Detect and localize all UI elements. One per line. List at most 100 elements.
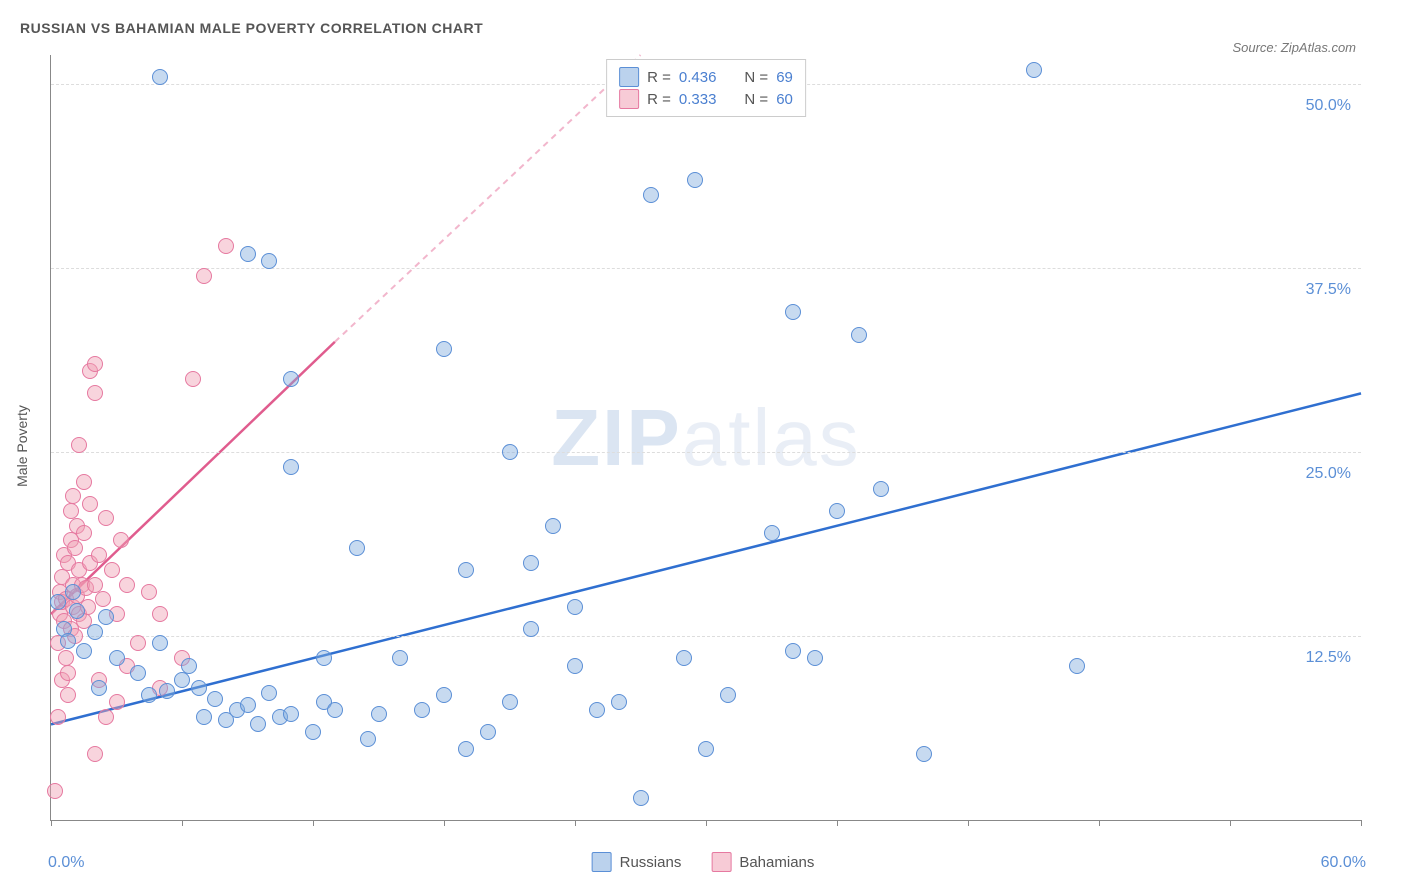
data-point <box>523 555 539 571</box>
data-point <box>589 702 605 718</box>
data-point <box>567 599 583 615</box>
trend-line <box>335 55 641 342</box>
data-point <box>392 650 408 666</box>
x-tick <box>51 820 52 826</box>
legend-swatch <box>619 89 639 109</box>
trend-line <box>51 393 1361 724</box>
source-label: Source: ZipAtlas.com <box>1232 40 1356 55</box>
y-axis-title: Male Poverty <box>14 405 30 487</box>
data-point <box>71 437 87 453</box>
data-point <box>67 540 83 556</box>
data-point <box>218 238 234 254</box>
data-point <box>181 658 197 674</box>
data-point <box>250 716 266 732</box>
data-point <box>87 624 103 640</box>
data-point <box>196 709 212 725</box>
data-point <box>327 702 343 718</box>
data-point <box>261 253 277 269</box>
data-point <box>240 697 256 713</box>
data-point <box>807 650 823 666</box>
data-point <box>60 633 76 649</box>
legend-item: Bahamians <box>711 852 814 872</box>
x-axis-start: 0.0% <box>48 854 84 872</box>
data-point <box>50 594 66 610</box>
data-point <box>159 683 175 699</box>
chart-title: RUSSIAN VS BAHAMIAN MALE POVERTY CORRELA… <box>20 20 483 36</box>
data-point <box>829 503 845 519</box>
data-point <box>119 577 135 593</box>
data-point <box>58 650 74 666</box>
data-point <box>316 650 332 666</box>
scatter-plot: ZIPatlas R =0.436N =69R =0.333N =60 12.5… <box>50 55 1361 821</box>
n-label: N = <box>744 91 768 108</box>
data-point <box>95 591 111 607</box>
data-point <box>152 69 168 85</box>
y-tick-label: 37.5% <box>1306 281 1351 299</box>
gridline <box>51 268 1361 269</box>
data-point <box>916 746 932 762</box>
data-point <box>371 706 387 722</box>
data-point <box>76 474 92 490</box>
data-point <box>785 643 801 659</box>
data-point <box>785 304 801 320</box>
data-point <box>502 444 518 460</box>
n-value: 60 <box>776 91 793 108</box>
data-point <box>1069 658 1085 674</box>
data-point <box>305 724 321 740</box>
data-point <box>851 327 867 343</box>
data-point <box>436 687 452 703</box>
legend-swatch <box>592 852 612 872</box>
stats-legend-row: R =0.436N =69 <box>619 66 793 88</box>
data-point <box>207 691 223 707</box>
data-point <box>141 687 157 703</box>
r-label: R = <box>647 69 671 86</box>
data-point <box>98 510 114 526</box>
x-tick <box>706 820 707 826</box>
data-point <box>76 643 92 659</box>
legend-swatch <box>619 67 639 87</box>
data-point <box>50 709 66 725</box>
data-point <box>87 385 103 401</box>
data-point <box>261 685 277 701</box>
data-point <box>185 371 201 387</box>
watermark: ZIPatlas <box>551 392 860 484</box>
data-point <box>360 731 376 747</box>
data-point <box>502 694 518 710</box>
r-value: 0.436 <box>679 69 717 86</box>
data-point <box>109 650 125 666</box>
x-tick <box>1361 820 1362 826</box>
data-point <box>82 496 98 512</box>
data-point <box>1026 62 1042 78</box>
data-point <box>60 687 76 703</box>
data-point <box>69 603 85 619</box>
data-point <box>174 672 190 688</box>
data-point <box>98 609 114 625</box>
data-point <box>109 694 125 710</box>
x-tick <box>575 820 576 826</box>
data-point <box>240 246 256 262</box>
stats-legend-row: R =0.333N =60 <box>619 88 793 110</box>
x-tick <box>313 820 314 826</box>
gridline <box>51 452 1361 453</box>
data-point <box>676 650 692 666</box>
x-tick <box>1230 820 1231 826</box>
data-point <box>60 665 76 681</box>
data-point <box>567 658 583 674</box>
data-point <box>65 584 81 600</box>
data-point <box>87 746 103 762</box>
data-point <box>104 562 120 578</box>
y-tick-label: 12.5% <box>1306 649 1351 667</box>
data-point <box>687 172 703 188</box>
data-point <box>87 356 103 372</box>
data-point <box>349 540 365 556</box>
data-point <box>458 741 474 757</box>
data-point <box>98 709 114 725</box>
data-point <box>91 680 107 696</box>
data-point <box>414 702 430 718</box>
x-tick <box>837 820 838 826</box>
data-point <box>196 268 212 284</box>
data-point <box>545 518 561 534</box>
data-point <box>63 503 79 519</box>
data-point <box>113 532 129 548</box>
data-point <box>76 525 92 541</box>
